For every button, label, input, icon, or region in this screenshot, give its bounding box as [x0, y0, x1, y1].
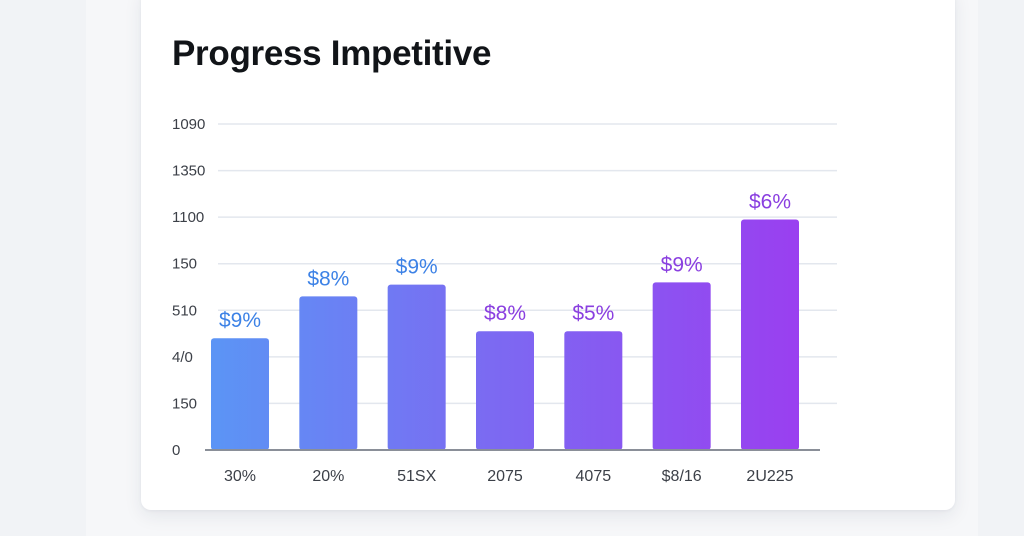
y-axis-ticks: 0 150 4/0 510 150 1100 1350 1090 [172, 116, 205, 459]
bar [564, 331, 623, 450]
y-tick-label: 0 [172, 442, 180, 459]
data-label: $8% [484, 302, 526, 325]
x-tick-label: 20% [312, 468, 344, 485]
y-tick-label: 150 [172, 256, 197, 273]
x-tick-label: $8/16 [662, 468, 702, 485]
bar [299, 296, 358, 450]
chart-title: Progress Impetitive [172, 34, 492, 73]
x-tick-label: 2U225 [746, 468, 793, 485]
bar [652, 282, 711, 450]
data-label: $5% [572, 302, 614, 325]
data-label: $9% [661, 253, 703, 276]
y-tick-label: 4/0 [172, 349, 193, 366]
x-axis-ticks: 30% 20% 51SX 2075 4075 $8/16 2U225 [224, 468, 794, 485]
bar [476, 331, 534, 450]
bar [387, 284, 446, 450]
data-label: $6% [749, 190, 791, 213]
data-label: $9% [396, 256, 438, 279]
y-tick-label: 1090 [172, 116, 205, 133]
y-tick-label: 1350 [172, 163, 205, 180]
y-tick-label: 1100 [172, 209, 204, 226]
chart-card [141, 0, 955, 510]
y-tick-label: 150 [172, 395, 197, 412]
data-label: $9% [219, 309, 261, 332]
x-tick-label: 2075 [487, 468, 523, 485]
x-tick-label: 51SX [397, 468, 436, 485]
x-tick-label: 4075 [576, 468, 612, 485]
bar [211, 338, 269, 450]
y-tick-label: 510 [172, 302, 197, 319]
data-labels: $9% $8% $9% $8% $5% $9% $6% [219, 190, 791, 332]
bar [741, 219, 799, 450]
bars [211, 219, 799, 450]
data-label: $8% [307, 267, 349, 290]
x-tick-label: 30% [224, 468, 256, 485]
